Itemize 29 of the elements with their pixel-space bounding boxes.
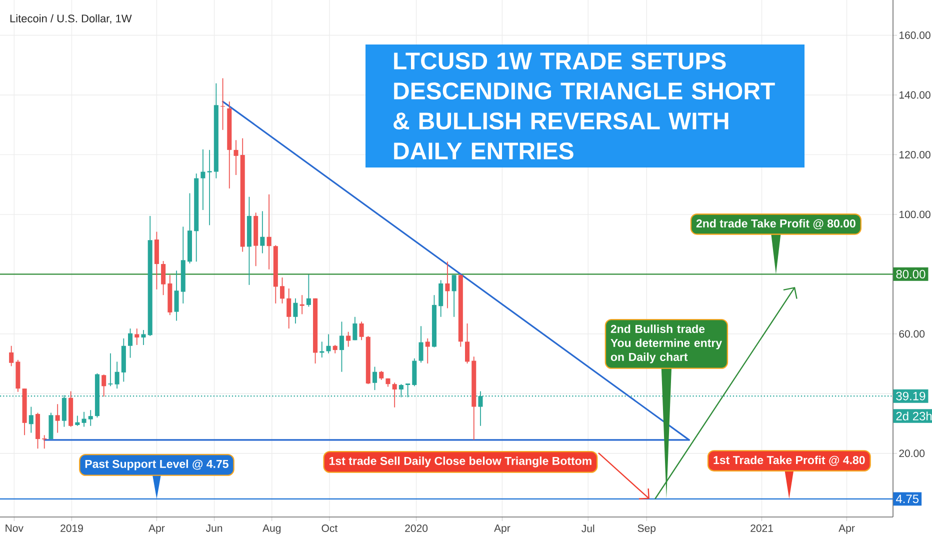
x-tick-label: 2021: [750, 524, 773, 532]
x-tick-label: Nov: [6, 524, 24, 532]
annotation: 1st trade Sell Daily Close below Triangle Bottom: [330, 456, 592, 468]
text: Litecoin / U.S. Dollar, 1W: [10, 14, 132, 24]
y-tick-label: 160.00: [900, 32, 930, 39]
y-tick-label: 120.00: [900, 150, 930, 158]
x-tick-label: Oct: [322, 524, 338, 532]
annotation: 1st Trade Take Profit @ 4.80: [714, 456, 865, 466]
x-tick-label: Sep: [638, 524, 656, 534]
text: 2d 23h: [896, 412, 932, 420]
x-tick-label: Aug: [262, 524, 281, 534]
annotation: 2nd Bullish trade You determine entry on Daily chart: [610, 324, 722, 364]
x-tick-label: Jun: [206, 524, 222, 532]
x-tick-label: Apr: [494, 524, 510, 534]
x-tick-label: 2019: [60, 524, 83, 532]
x-tick-label: Apr: [148, 524, 165, 534]
x-tick-label: 2020: [405, 524, 428, 532]
annotation: 2nd trade Take Profit @ 80.00: [696, 219, 856, 230]
y-tick-label: 100.00: [900, 210, 930, 218]
ref-line-label: 39.19: [896, 392, 926, 400]
ref-line-label: 80.00: [896, 270, 926, 278]
y-tick-label: 140.00: [900, 91, 930, 99]
ref-line-label: 4.75: [896, 494, 919, 504]
annotation: Past Support Level @ 4.75: [85, 460, 228, 470]
x-tick-label: Jul: [582, 524, 594, 532]
y-tick-label: 60.00: [899, 330, 925, 338]
y-tick-label: 20.00: [899, 450, 925, 458]
x-tick-label: Apr: [838, 524, 855, 534]
text: LTCUSD 1W TRADE SETUPS DESCENDING TRIANGLE SHORT & BULLISH REVERSAL WITH DAILY ENTRIES: [394, 52, 775, 160]
